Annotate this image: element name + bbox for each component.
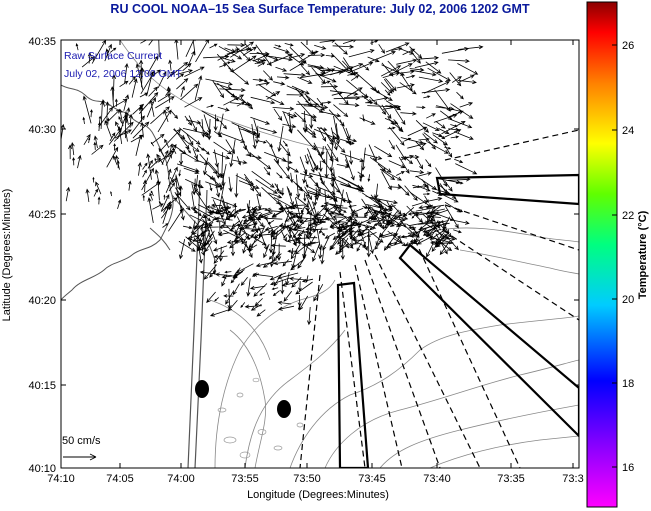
radial-sample-lines: [299, 129, 579, 468]
colorbar-tick-label: 24: [622, 125, 634, 137]
y-tick-label: 40:35: [28, 36, 56, 48]
y-axis-label: Latitude (Degrees:Minutes): [1, 189, 13, 322]
colorbar-tick-label: 22: [622, 210, 634, 222]
sensor-footprints: [336, 173, 579, 468]
bathymetry-contours: [119, 40, 579, 468]
colorbar-label: Temperature (°C): [637, 210, 649, 299]
x-tick-label: 74:00: [167, 473, 195, 485]
colorbar-ticks: [612, 44, 617, 468]
x-tick-label: 73:35: [497, 473, 525, 485]
x-tick-labels: 74:10 74:05 74:00 73:55 73:50 73:45 73:4…: [47, 473, 583, 485]
y-tick-labels: 40:35 40:30 40:25 40:20 40:15 40:10: [28, 36, 56, 475]
y-tick-label: 40:20: [28, 295, 56, 307]
arrow-right-icon: [63, 453, 97, 461]
x-tick-label: 73:40: [423, 473, 451, 485]
colorbar: [586, 1, 618, 508]
station-marker: [277, 400, 291, 418]
x-tick-label: 73:3: [562, 473, 583, 485]
station-marker: [195, 380, 209, 398]
colorbar-tick-label: 18: [622, 378, 634, 390]
y-tick-label: 40:25: [28, 209, 56, 221]
inset-line-2: July 02, 2006 12:00 GMT: [64, 68, 182, 80]
scale-label: 50 cm/s: [62, 435, 101, 447]
y-tick-label: 40:10: [28, 463, 56, 475]
plot-frame: [60, 39, 580, 469]
inset-line-1: Raw Surface Current: [64, 50, 162, 62]
x-tick-label: 74:05: [106, 473, 134, 485]
x-axis-label: Longitude (Degrees:Minutes): [247, 489, 389, 501]
x-tick-label: 73:55: [231, 473, 259, 485]
x-tick-label: 74:10: [47, 473, 75, 485]
x-tick-label: 73:50: [293, 473, 321, 485]
colorbar-tick-label: 16: [622, 462, 634, 474]
x-tick-label: 73:45: [358, 473, 386, 485]
colorbar-tick-label: 26: [622, 40, 634, 52]
y-tick-label: 40:30: [28, 124, 56, 136]
map-title: RU COOL NOAA–15 Sea Surface Temperature:…: [110, 2, 530, 16]
surface-current-vectors: [61, 40, 484, 326]
shoal-contours: [217, 377, 304, 459]
colorbar-tick-label: 20: [622, 294, 634, 306]
y-tick-label: 40:15: [28, 380, 56, 392]
axis-tick-marks: [60, 39, 579, 469]
